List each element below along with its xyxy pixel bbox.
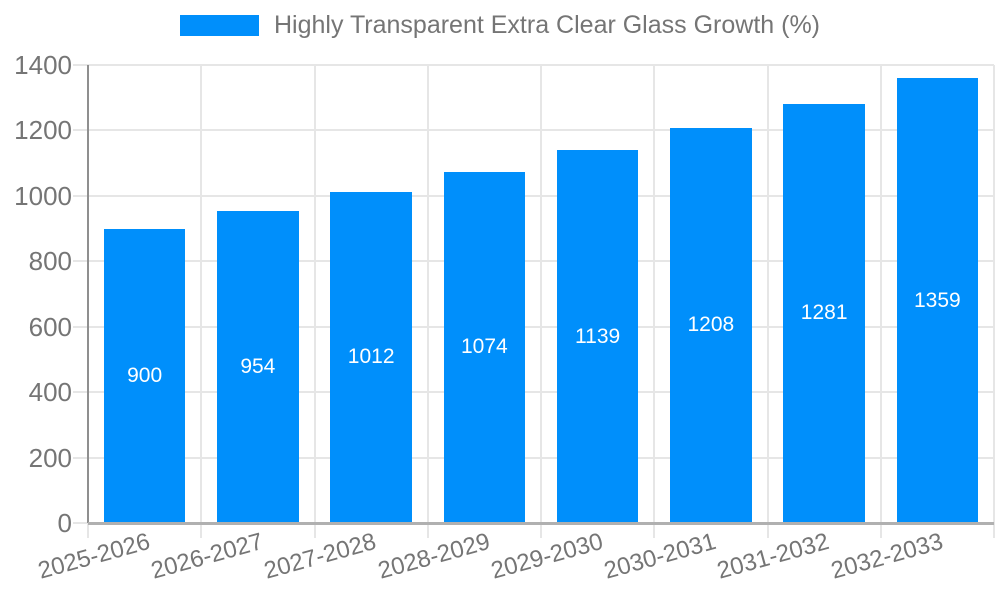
x-axis-tick-label: 2025-2026 bbox=[35, 528, 153, 585]
x-gridline bbox=[766, 65, 769, 538]
y-axis-tick-label: 0 bbox=[57, 508, 72, 538]
bar-value-label: 1074 bbox=[460, 335, 508, 359]
bar-2028-2029[interactable]: 1074 bbox=[443, 171, 526, 523]
y-axis-tick-label: 1200 bbox=[14, 115, 72, 146]
y-axis-tick-label: 1000 bbox=[14, 180, 72, 211]
x-gridline bbox=[200, 65, 203, 538]
x-gridline bbox=[653, 65, 656, 538]
legend-swatch-icon bbox=[179, 15, 259, 36]
x-axis-line bbox=[88, 522, 994, 525]
x-axis-tick-label: 2031-2032 bbox=[714, 528, 833, 585]
y-axis-tick-label: 600 bbox=[28, 311, 72, 342]
bar-2025-2026[interactable]: 900 bbox=[103, 228, 186, 523]
bar-2029-2030[interactable]: 1139 bbox=[556, 150, 639, 523]
bar-value-label: 954 bbox=[240, 354, 276, 378]
bar-value-label: 1139 bbox=[575, 324, 621, 348]
bar-value-label: 1359 bbox=[913, 288, 961, 312]
y-tick-mark bbox=[73, 391, 88, 394]
y-tick-mark bbox=[73, 456, 88, 459]
bar-value-label: 1012 bbox=[347, 345, 395, 369]
x-axis-tick-label: 2027-2028 bbox=[261, 528, 380, 585]
bar-2030-2031[interactable]: 1208 bbox=[670, 127, 752, 523]
y-tick-mark bbox=[73, 194, 88, 197]
y-tick-mark bbox=[73, 64, 88, 66]
bar-2026-2027[interactable]: 954 bbox=[217, 210, 299, 523]
bar-value-label: 1281 bbox=[800, 301, 848, 325]
y-axis-tick-label: 200 bbox=[28, 442, 72, 473]
x-axis-tick-label: 2029-2030 bbox=[488, 528, 606, 585]
chart-legend-item[interactable]: Highly Transparent Extra Clear Glass Gro… bbox=[0, 11, 1000, 40]
x-gridline bbox=[879, 65, 882, 538]
y-tick-mark bbox=[73, 325, 88, 328]
bar-2032-2033[interactable]: 1359 bbox=[896, 78, 979, 523]
bar-value-label: 900 bbox=[127, 363, 163, 387]
y-axis-tick-label: 1400 bbox=[14, 50, 72, 80]
x-axis-tick-label: 2028-2029 bbox=[374, 528, 493, 585]
y-tick-mark bbox=[73, 260, 88, 263]
y-axis-line bbox=[87, 65, 89, 523]
y-tick-mark bbox=[73, 129, 88, 132]
x-gridline bbox=[426, 65, 429, 538]
y-axis-tick-label: 800 bbox=[28, 246, 72, 277]
x-axis-tick-label: 2030-2031 bbox=[601, 528, 720, 585]
legend-label: Highly Transparent Extra Clear Glass Gro… bbox=[273, 11, 820, 39]
x-axis-tick-label: 2026-2027 bbox=[148, 528, 267, 585]
bar-value-label: 1208 bbox=[687, 313, 735, 337]
y-axis-tick-label: 400 bbox=[28, 377, 72, 408]
bar-2027-2028[interactable]: 1012 bbox=[330, 191, 412, 523]
bar-2031-2032[interactable]: 1281 bbox=[783, 103, 865, 523]
x-gridline bbox=[993, 65, 995, 538]
x-gridline bbox=[313, 65, 316, 538]
x-gridline bbox=[540, 65, 542, 538]
y-tick-mark bbox=[73, 522, 88, 524]
x-axis-tick-label: 2032-2033 bbox=[827, 528, 946, 585]
